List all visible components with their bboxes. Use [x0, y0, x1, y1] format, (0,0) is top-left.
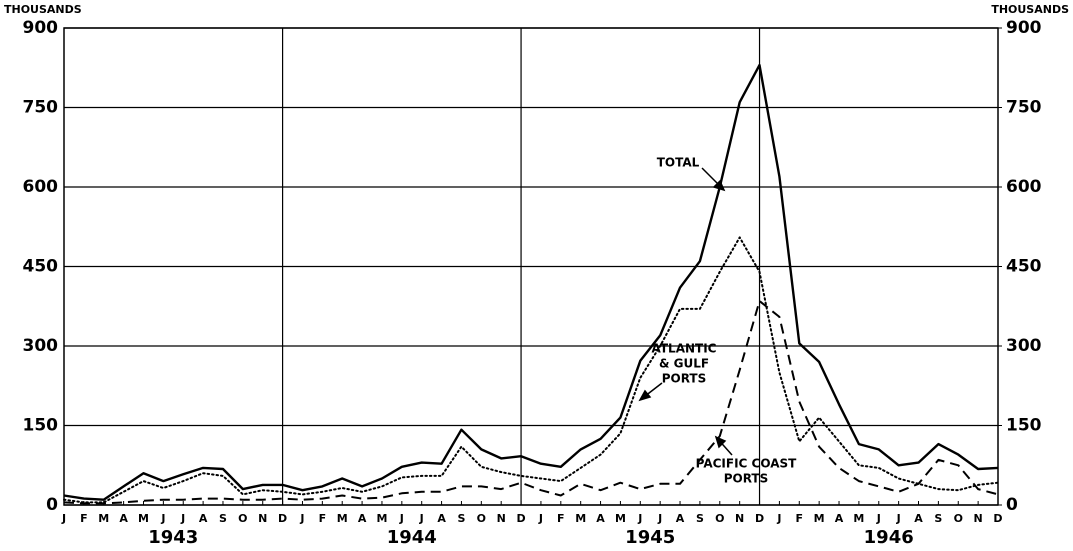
x-tick-label: N [497, 512, 506, 525]
x-tick-label: J [876, 512, 881, 525]
y-tick-label: 900 [23, 18, 59, 38]
x-tick-label: O [477, 512, 486, 525]
x-tick-label: A [119, 512, 128, 525]
x-tick-label: O [954, 512, 963, 525]
y2-tick-label: 600 [1006, 177, 1042, 197]
annotation: PACIFIC COAST [696, 457, 798, 471]
year-label: 1946 [864, 527, 914, 548]
y2-tick-label: 750 [1006, 98, 1042, 118]
arrowhead [714, 435, 727, 449]
series-line [63, 236, 999, 504]
x-tick-label: S [457, 512, 465, 525]
x-tick-label: M [337, 512, 348, 525]
x-tick-label: J [637, 512, 642, 525]
annotation: PORTS [724, 472, 769, 486]
x-tick-label: J [180, 512, 185, 525]
x-tick-label: J [399, 512, 404, 525]
y-axis-label: THOUSANDS [4, 3, 82, 16]
annotation-arrows [638, 167, 733, 456]
series-line [63, 63, 999, 501]
year-label: 1943 [148, 527, 198, 548]
x-tick-label: M [615, 512, 626, 525]
annotation: ATLANTIC [652, 342, 717, 356]
y-tick-label: 450 [23, 257, 59, 277]
y2-axis-label: THOUSANDS [991, 3, 1069, 16]
x-tick-label: D [993, 512, 1002, 525]
y2-tick-label: 900 [1006, 18, 1042, 38]
x-tick-label: A [596, 512, 605, 525]
x-tick-label: A [437, 512, 446, 525]
y2-tick-label: 150 [1006, 416, 1042, 436]
annotation: & GULF [659, 357, 709, 371]
x-tick-label: M [98, 512, 109, 525]
annotation: PORTS [662, 372, 707, 386]
y2-tick-label: 300 [1006, 336, 1042, 356]
year-label: 1945 [625, 527, 675, 548]
x-tick-label: O [715, 512, 724, 525]
x-tick-label: J [419, 512, 424, 525]
x-tick-label: J [61, 512, 66, 525]
x-tick-label: D [755, 512, 764, 525]
x-tick-label: J [538, 512, 543, 525]
x-tick-label: O [238, 512, 247, 525]
x-tick-label: J [657, 512, 662, 525]
x-tick-label: A [914, 512, 923, 525]
x-tick-label: J [299, 512, 304, 525]
series-line [63, 300, 999, 505]
x-tick-label: D [516, 512, 525, 525]
x-tick-label: F [80, 512, 88, 525]
x-tick-label: N [974, 512, 983, 525]
x-tick-label: F [319, 512, 327, 525]
x-tick-label: M [138, 512, 149, 525]
year-label: 1944 [387, 527, 437, 548]
x-tick-label: F [796, 512, 804, 525]
x-tick-label: S [219, 512, 227, 525]
x-tick-label: D [278, 512, 287, 525]
y2-tick-label: 0 [1006, 495, 1018, 515]
y-tick-label: 600 [23, 177, 59, 197]
x-tick-label: S [696, 512, 704, 525]
x-tick-label: F [557, 512, 565, 525]
x-tick-label: A [199, 512, 208, 525]
x-tick-label: J [160, 512, 165, 525]
y-tick-label: 300 [23, 336, 59, 356]
x-tick-label: N [735, 512, 744, 525]
annotation: TOTAL [657, 156, 700, 170]
x-tick-label: S [934, 512, 942, 525]
x-tick-label: A [835, 512, 844, 525]
x-tick-label: M [376, 512, 387, 525]
x-tick-label: M [853, 512, 864, 525]
x-tick-label: J [776, 512, 781, 525]
y-tick-label: 0 [46, 495, 58, 515]
y-tick-label: 150 [23, 416, 59, 436]
x-tick-label: M [814, 512, 825, 525]
y2-tick-label: 450 [1006, 257, 1042, 277]
x-tick-label: A [676, 512, 685, 525]
x-tick-label: N [258, 512, 267, 525]
y-tick-label: 750 [23, 98, 59, 118]
x-tick-label: A [358, 512, 367, 525]
x-tick-label: J [896, 512, 901, 525]
arrowhead [638, 389, 652, 402]
x-tick-label: M [575, 512, 586, 525]
